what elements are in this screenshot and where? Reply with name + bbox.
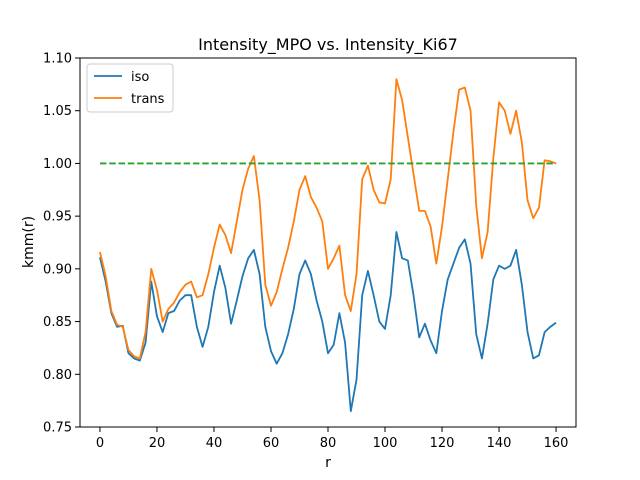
y-tick-label: 1.10 [43, 52, 72, 67]
legend-label-trans: trans [131, 92, 165, 107]
x-tick-label: 0 [96, 436, 104, 451]
x-tick-label: 120 [430, 436, 455, 451]
x-tick-label: 20 [149, 436, 166, 451]
chart-title: Intensity_MPO vs. Intensity_Ki67 [198, 35, 458, 55]
series-line-trans [99, 78, 557, 360]
series-line-iso [99, 231, 557, 413]
y-tick-label: 0.90 [43, 262, 72, 277]
y-tick-label: 0.80 [43, 368, 72, 383]
y-axis-label: kmm(r) [21, 216, 37, 268]
x-tick-label: 60 [263, 436, 280, 451]
x-tick-label: 80 [320, 436, 337, 451]
x-tick-label: 140 [487, 436, 512, 451]
x-tick-label: 100 [373, 436, 398, 451]
y-tick-label: 0.75 [43, 421, 72, 436]
y-tick-label: 1.00 [43, 157, 72, 172]
x-axis-label: r [325, 455, 331, 471]
x-tick-label: 40 [206, 436, 223, 451]
y-tick-label: 0.85 [43, 315, 72, 330]
y-tick-label: 1.05 [43, 104, 72, 119]
y-axis: 0.75 0.80 0.85 0.90 0.95 1.00 1.05 1.10 [43, 52, 80, 436]
legend: iso trans [86, 63, 174, 113]
legend-label-iso: iso [131, 70, 149, 85]
series-layer [99, 78, 557, 413]
x-tick-label: 160 [544, 436, 569, 451]
x-axis: 0 20 40 60 80 100 120 140 160 [96, 427, 569, 451]
plot-background [80, 58, 576, 427]
y-tick-label: 0.95 [43, 210, 72, 225]
